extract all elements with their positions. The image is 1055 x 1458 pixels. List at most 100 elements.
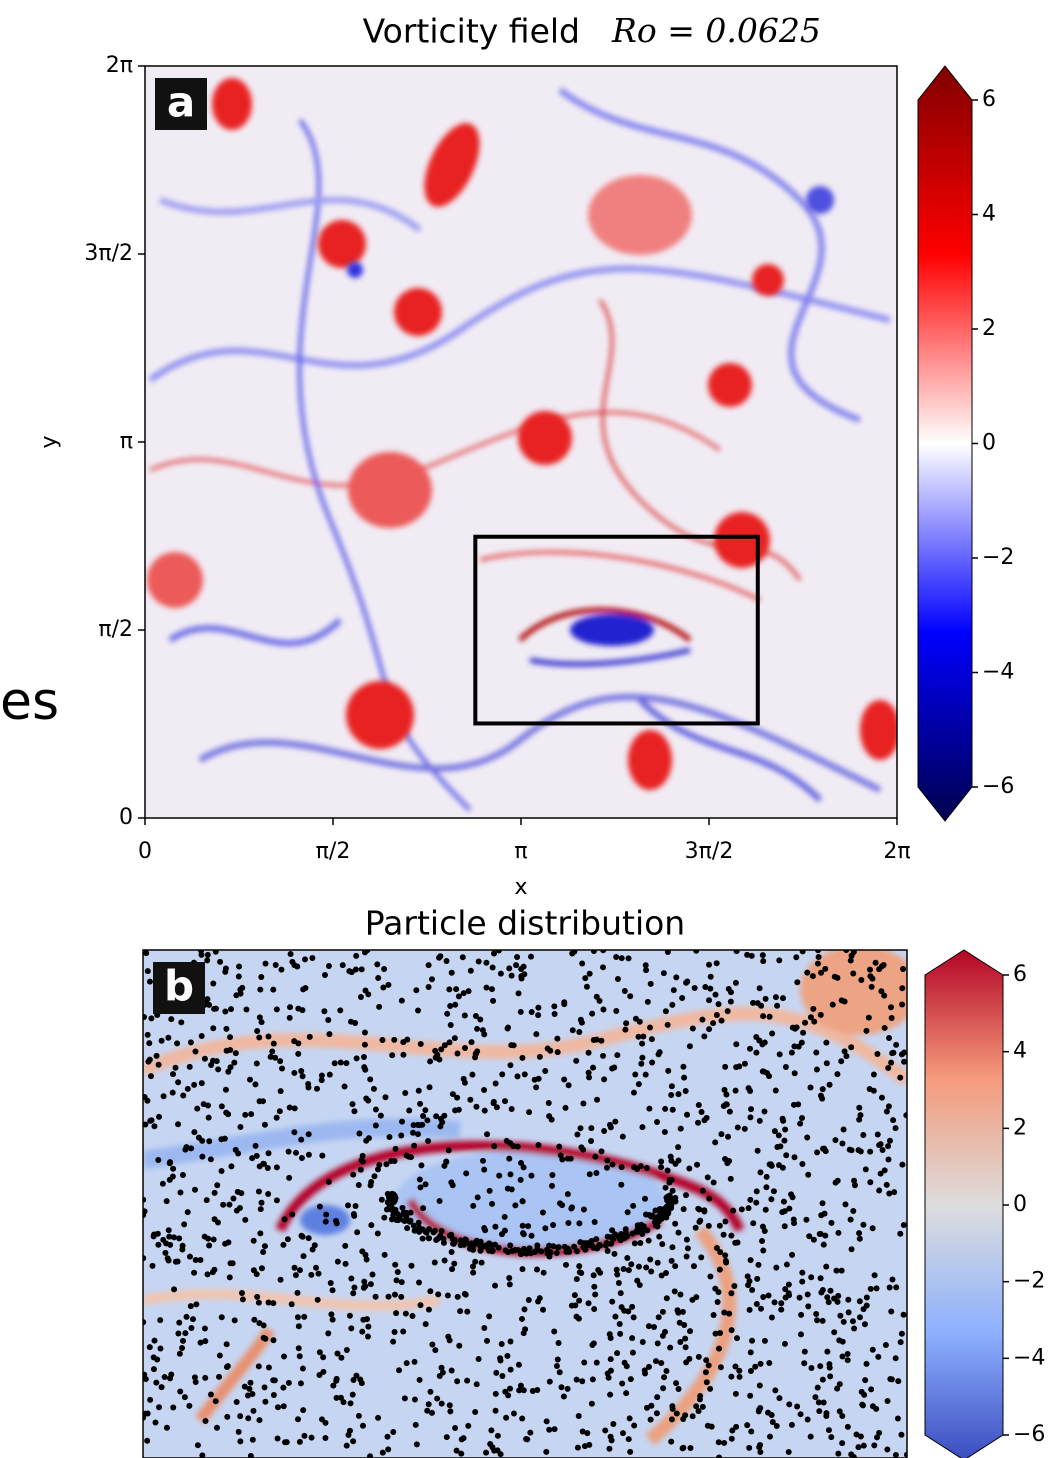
particle: [728, 1373, 735, 1380]
particle: [866, 966, 873, 973]
particle: [359, 1158, 366, 1165]
particle: [659, 1241, 666, 1248]
particle: [733, 1041, 740, 1048]
particle: [897, 1339, 904, 1346]
particle: [355, 1181, 362, 1188]
particle: [364, 1333, 371, 1340]
particle: [192, 1256, 199, 1263]
particle: [279, 1065, 286, 1072]
particle: [696, 1396, 703, 1403]
particle: [885, 1103, 892, 1110]
particle: [643, 1404, 650, 1411]
y-tick-label: 0: [119, 805, 133, 830]
particle: [545, 1099, 552, 1106]
particle: [651, 1323, 658, 1330]
particle: [509, 1248, 516, 1255]
particle: [272, 1054, 279, 1061]
particle: [643, 967, 650, 974]
particle: [372, 1293, 379, 1300]
particle: [270, 1392, 277, 1399]
particle: [702, 1369, 709, 1376]
particle: [403, 1360, 410, 1367]
particle: [483, 984, 490, 991]
particle: [207, 1156, 214, 1163]
particle: [642, 1071, 649, 1078]
particle: [813, 1066, 820, 1073]
particle: [573, 1276, 580, 1283]
particle: [452, 1424, 459, 1431]
particle: [245, 1415, 252, 1422]
particle: [790, 1101, 797, 1108]
particle: [586, 1441, 593, 1448]
particle: [653, 1410, 660, 1417]
particle: [224, 1413, 231, 1420]
particle: [594, 1096, 601, 1103]
particle: [869, 1346, 876, 1353]
particle: [534, 1386, 541, 1393]
particle: [179, 1345, 186, 1352]
particle: [889, 1276, 896, 1283]
particle: [392, 1261, 399, 1268]
particle: [250, 1407, 257, 1414]
particle: [414, 1131, 421, 1138]
particle: [673, 974, 680, 981]
particle: [747, 1257, 754, 1264]
particle: [701, 1033, 708, 1040]
particle: [527, 1250, 534, 1257]
particle: [819, 1376, 826, 1383]
particle: [799, 1278, 806, 1285]
particle: [621, 987, 628, 994]
particle: [469, 1071, 476, 1078]
particle: [644, 1227, 651, 1234]
particle: [295, 1050, 302, 1057]
particle: [524, 1436, 531, 1443]
particle: [354, 1229, 361, 1236]
particle: [270, 986, 277, 993]
particle: [264, 1164, 271, 1171]
particle: [258, 1019, 265, 1026]
particle: [757, 1305, 764, 1312]
particle: [346, 1312, 353, 1319]
particle: [727, 998, 734, 1005]
particle: [817, 1363, 824, 1370]
particle: [618, 1304, 625, 1311]
particle: [144, 968, 151, 975]
particle: [470, 1263, 477, 1270]
particle: [793, 954, 800, 961]
particle: [329, 1316, 336, 1323]
particle: [884, 1398, 891, 1405]
particle: [319, 1152, 326, 1159]
particle: [249, 1436, 256, 1443]
particle: [631, 1240, 638, 1247]
particle: [662, 1008, 669, 1015]
particle: [506, 1281, 513, 1288]
particle: [425, 1306, 432, 1313]
particle: [677, 1339, 684, 1346]
particle: [579, 1378, 586, 1385]
particle: [681, 1074, 688, 1081]
particle: [874, 1050, 881, 1057]
particle: [188, 1145, 195, 1152]
particle: [484, 1131, 491, 1138]
particle: [296, 1438, 303, 1445]
particle: [666, 1176, 673, 1183]
particle: [617, 1290, 624, 1297]
particle: [526, 1109, 533, 1116]
particle: [374, 961, 381, 968]
particle: [818, 969, 825, 976]
particle: [848, 1044, 855, 1051]
particle: [834, 1298, 841, 1305]
particle: [645, 1363, 652, 1370]
particle: [590, 1244, 597, 1251]
particle: [826, 1361, 833, 1368]
particle: [564, 1385, 571, 1392]
particle: [636, 1018, 643, 1025]
particle: [796, 1294, 803, 1301]
particle: [684, 1111, 691, 1118]
particle: [227, 1034, 234, 1041]
particle: [210, 1025, 217, 1032]
particle: [157, 1317, 164, 1324]
particle: [863, 1360, 870, 1367]
particle: [233, 1399, 240, 1406]
particle: [313, 1264, 320, 1271]
